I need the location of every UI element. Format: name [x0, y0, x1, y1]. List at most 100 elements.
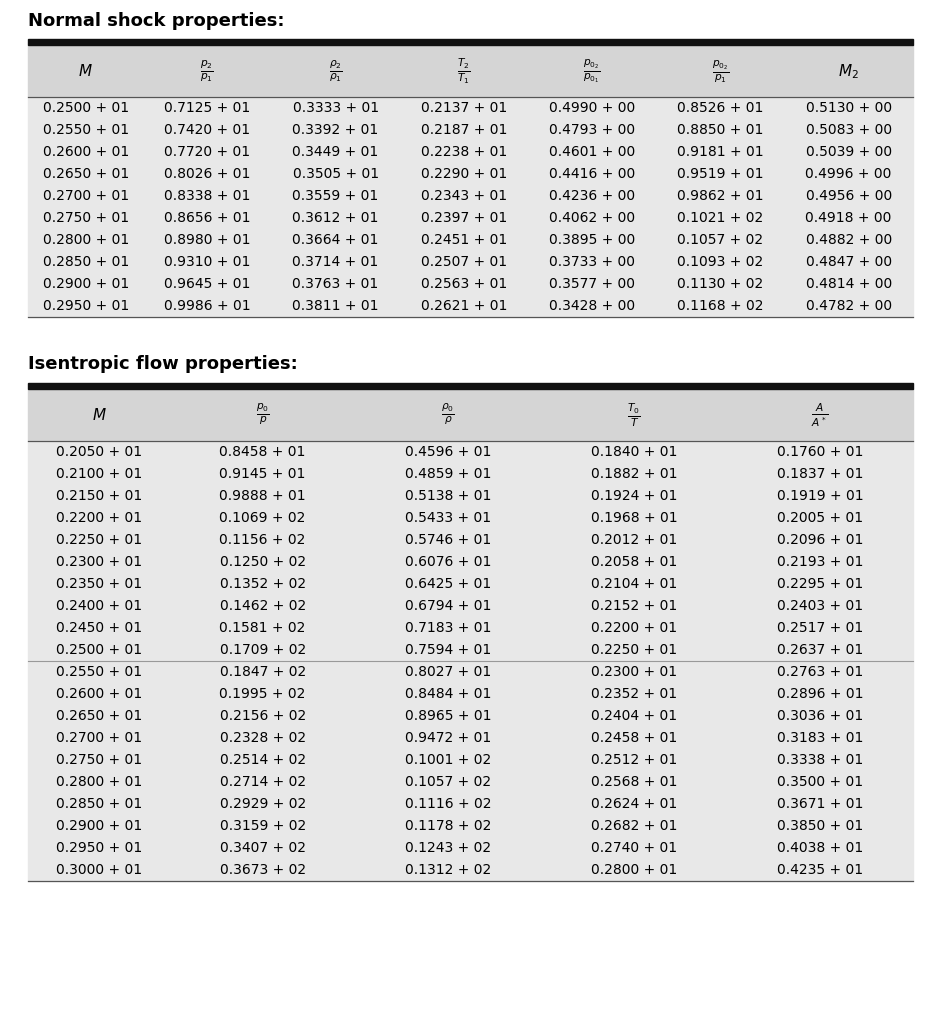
Text: 0.4793 + 00: 0.4793 + 00: [549, 124, 635, 137]
Text: 0.1116 + 02: 0.1116 + 02: [406, 797, 491, 811]
Text: 0.2517 + 01: 0.2517 + 01: [776, 621, 863, 635]
Text: 0.5746 + 01: 0.5746 + 01: [406, 532, 491, 547]
Text: 0.2800 + 01: 0.2800 + 01: [42, 233, 129, 248]
Text: 0.3671 + 01: 0.3671 + 01: [776, 797, 863, 811]
Text: 0.3333 + 01: 0.3333 + 01: [293, 101, 378, 116]
Text: 0.3811 + 01: 0.3811 + 01: [293, 299, 379, 313]
Text: 0.2005 + 01: 0.2005 + 01: [777, 511, 863, 524]
Text: 0.2512 + 01: 0.2512 + 01: [591, 753, 678, 767]
Text: 0.4814 + 00: 0.4814 + 00: [805, 278, 892, 292]
Text: 0.3392 + 01: 0.3392 + 01: [293, 124, 378, 137]
Text: 0.2900 + 01: 0.2900 + 01: [56, 819, 142, 833]
Bar: [28, 39, 913, 45]
Text: 0.3612 + 01: 0.3612 + 01: [293, 211, 379, 225]
Text: 0.2621 + 01: 0.2621 + 01: [421, 299, 507, 313]
Text: 0.5083 + 00: 0.5083 + 00: [805, 124, 892, 137]
Text: 0.3500 + 01: 0.3500 + 01: [777, 775, 863, 788]
Text: 0.1919 + 01: 0.1919 + 01: [776, 488, 863, 503]
Text: 0.1168 + 02: 0.1168 + 02: [678, 299, 764, 313]
Text: 0.3338 + 01: 0.3338 + 01: [776, 753, 863, 767]
Text: 0.7720 + 01: 0.7720 + 01: [165, 145, 250, 160]
Text: 0.2600 + 01: 0.2600 + 01: [56, 687, 142, 700]
Text: 0.2850 + 01: 0.2850 + 01: [42, 255, 129, 269]
Text: 0.2550 + 01: 0.2550 + 01: [56, 665, 142, 679]
Text: 0.4235 + 01: 0.4235 + 01: [777, 863, 863, 877]
Text: 0.9986 + 01: 0.9986 + 01: [164, 299, 250, 313]
Text: 0.3407 + 02: 0.3407 + 02: [219, 841, 306, 855]
Text: 0.2750 + 01: 0.2750 + 01: [56, 753, 142, 767]
Text: 0.2950 + 01: 0.2950 + 01: [42, 299, 129, 313]
Text: 0.2800 + 01: 0.2800 + 01: [591, 863, 678, 877]
Text: $\frac{T_2}{T_1}$: $\frac{T_2}{T_1}$: [457, 56, 470, 86]
Text: $\mathit{M}$: $\mathit{M}$: [91, 407, 106, 423]
Text: 0.1760 + 01: 0.1760 + 01: [776, 444, 863, 459]
Text: 0.5039 + 00: 0.5039 + 00: [805, 145, 892, 160]
Text: 0.4062 + 00: 0.4062 + 00: [549, 211, 635, 225]
Text: 0.2682 + 01: 0.2682 + 01: [591, 819, 678, 833]
Text: 0.1995 + 02: 0.1995 + 02: [219, 687, 306, 700]
Text: 0.2800 + 01: 0.2800 + 01: [56, 775, 142, 788]
Text: 0.2152 + 01: 0.2152 + 01: [591, 599, 678, 612]
Text: $\mathit{M}$: $\mathit{M}$: [78, 63, 93, 80]
Text: 0.1312 + 02: 0.1312 + 02: [406, 863, 491, 877]
Text: 0.2343 + 01: 0.2343 + 01: [421, 189, 507, 204]
Text: 0.8526 + 01: 0.8526 + 01: [678, 101, 763, 116]
Text: $\frac{p_{0_2}}{p_{0_1}}$: $\frac{p_{0_2}}{p_{0_1}}$: [583, 57, 601, 85]
Text: 0.3714 + 01: 0.3714 + 01: [293, 255, 378, 269]
Text: 0.2650 + 01: 0.2650 + 01: [56, 709, 142, 723]
Text: 0.2900 + 01: 0.2900 + 01: [42, 278, 129, 292]
Bar: [28, 383, 913, 389]
Bar: [28, 440, 913, 881]
Text: 0.1069 + 02: 0.1069 + 02: [219, 511, 306, 524]
Text: 0.2700 + 01: 0.2700 + 01: [42, 189, 129, 204]
Text: 0.8656 + 01: 0.8656 + 01: [164, 211, 250, 225]
Text: 0.2193 + 01: 0.2193 + 01: [776, 555, 863, 568]
Text: 0.1462 + 02: 0.1462 + 02: [219, 599, 306, 612]
Text: 0.5138 + 01: 0.5138 + 01: [406, 488, 491, 503]
Bar: [28, 45, 913, 97]
Text: 0.2514 + 02: 0.2514 + 02: [219, 753, 306, 767]
Text: 0.5130 + 00: 0.5130 + 00: [805, 101, 892, 116]
Text: 0.3577 + 00: 0.3577 + 00: [550, 278, 635, 292]
Text: 0.2187 + 01: 0.2187 + 01: [421, 124, 507, 137]
Text: 0.2300 + 01: 0.2300 + 01: [56, 555, 142, 568]
Text: 0.2058 + 01: 0.2058 + 01: [591, 555, 678, 568]
Text: 0.3505 + 01: 0.3505 + 01: [293, 167, 378, 181]
Text: $\frac{\rho_0}{\rho}$: $\frac{\rho_0}{\rho}$: [441, 402, 455, 427]
Text: 0.1840 + 01: 0.1840 + 01: [591, 444, 678, 459]
Text: 0.4918 + 00: 0.4918 + 00: [805, 211, 892, 225]
Text: 0.9645 + 01: 0.9645 + 01: [164, 278, 250, 292]
Text: 0.1243 + 02: 0.1243 + 02: [406, 841, 491, 855]
Text: Isentropic flow properties:: Isentropic flow properties:: [28, 355, 298, 374]
Text: 0.7420 + 01: 0.7420 + 01: [165, 124, 250, 137]
Text: 0.2290 + 01: 0.2290 + 01: [421, 167, 507, 181]
Text: 0.6076 + 01: 0.6076 + 01: [406, 555, 491, 568]
Text: 0.2763 + 01: 0.2763 + 01: [776, 665, 863, 679]
Text: 0.2563 + 01: 0.2563 + 01: [421, 278, 507, 292]
Text: 0.2328 + 02: 0.2328 + 02: [219, 731, 306, 744]
Text: 0.2750 + 01: 0.2750 + 01: [42, 211, 129, 225]
Text: 0.9888 + 01: 0.9888 + 01: [219, 488, 306, 503]
Text: 0.8850 + 01: 0.8850 + 01: [678, 124, 763, 137]
Text: 0.3036 + 01: 0.3036 + 01: [776, 709, 863, 723]
Text: 0.7125 + 01: 0.7125 + 01: [165, 101, 250, 116]
Text: 0.1093 + 02: 0.1093 + 02: [678, 255, 763, 269]
Text: 0.3850 + 01: 0.3850 + 01: [776, 819, 863, 833]
Text: 0.2450 + 01: 0.2450 + 01: [56, 621, 142, 635]
Text: 0.4416 + 00: 0.4416 + 00: [549, 167, 635, 181]
Text: 0.2624 + 01: 0.2624 + 01: [591, 797, 678, 811]
Text: $M_2$: $M_2$: [838, 62, 859, 81]
Text: 0.1250 + 02: 0.1250 + 02: [219, 555, 306, 568]
Text: 0.1581 + 02: 0.1581 + 02: [219, 621, 306, 635]
Text: 0.4782 + 00: 0.4782 + 00: [805, 299, 892, 313]
Text: 0.3664 + 01: 0.3664 + 01: [293, 233, 379, 248]
Text: 0.2397 + 01: 0.2397 + 01: [421, 211, 507, 225]
Text: 0.8338 + 01: 0.8338 + 01: [164, 189, 250, 204]
Text: 0.2096 + 01: 0.2096 + 01: [776, 532, 863, 547]
Text: 0.2404 + 01: 0.2404 + 01: [591, 709, 678, 723]
Text: 0.2050 + 01: 0.2050 + 01: [56, 444, 142, 459]
Text: 0.1001 + 02: 0.1001 + 02: [406, 753, 491, 767]
Text: 0.4882 + 00: 0.4882 + 00: [805, 233, 892, 248]
Text: 0.1837 + 01: 0.1837 + 01: [776, 467, 863, 481]
Text: $\frac{p_0}{p}$: $\frac{p_0}{p}$: [256, 402, 269, 427]
